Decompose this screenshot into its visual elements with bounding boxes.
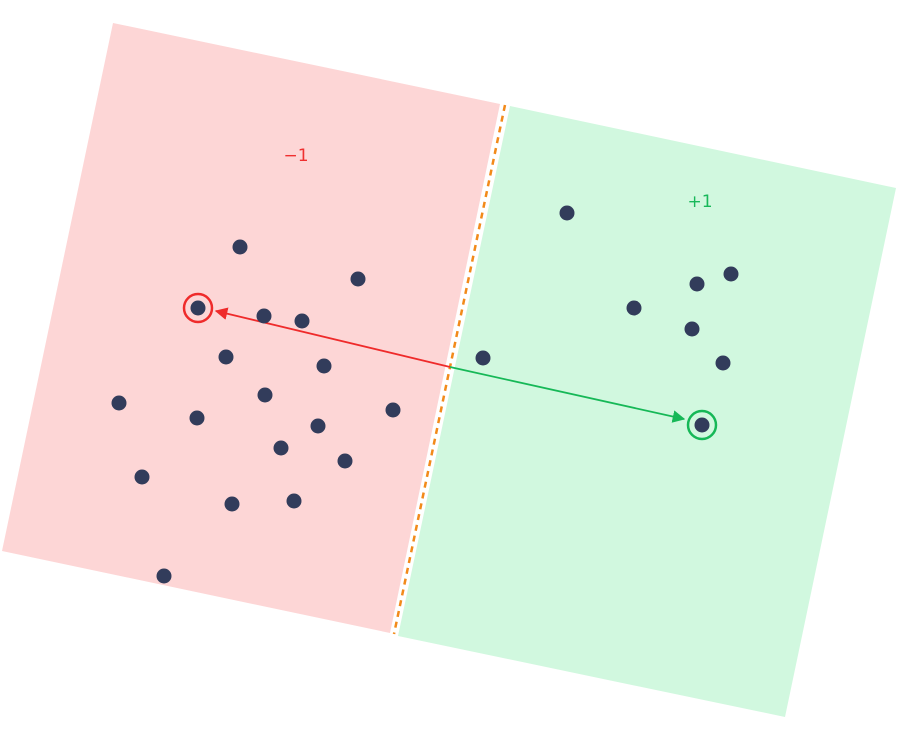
data-point xyxy=(337,453,353,469)
data-point xyxy=(310,418,326,434)
data-point xyxy=(294,313,310,329)
arrow-to-negative-point xyxy=(214,307,451,368)
data-point xyxy=(156,568,172,584)
data-point xyxy=(286,493,302,509)
data-point xyxy=(232,239,248,255)
data-point xyxy=(111,395,127,411)
negative-class-label: −1 xyxy=(283,146,308,166)
data-point xyxy=(689,276,705,292)
positive-highlight-ring xyxy=(686,409,718,441)
data-point xyxy=(134,469,150,485)
data-point xyxy=(715,355,731,371)
data-point xyxy=(723,266,739,282)
data-point xyxy=(385,402,401,418)
data-point xyxy=(684,321,700,337)
data-point xyxy=(316,358,332,374)
data-point xyxy=(350,271,366,287)
data-point xyxy=(190,300,206,316)
data-point xyxy=(475,350,491,366)
data-point xyxy=(256,308,272,324)
data-point xyxy=(218,349,234,365)
data-point xyxy=(257,387,273,403)
negative-highlight-ring xyxy=(182,292,214,324)
data-point xyxy=(273,440,289,456)
arrow-to-positive-point xyxy=(449,366,686,423)
data-point xyxy=(224,496,240,512)
positive-class-label: +1 xyxy=(687,192,712,212)
data-point xyxy=(626,300,642,316)
negative-region xyxy=(2,23,500,633)
decision-boundary xyxy=(392,104,507,635)
data-points xyxy=(111,205,739,584)
data-point xyxy=(189,410,205,426)
data-point xyxy=(559,205,575,221)
data-point xyxy=(694,417,710,433)
